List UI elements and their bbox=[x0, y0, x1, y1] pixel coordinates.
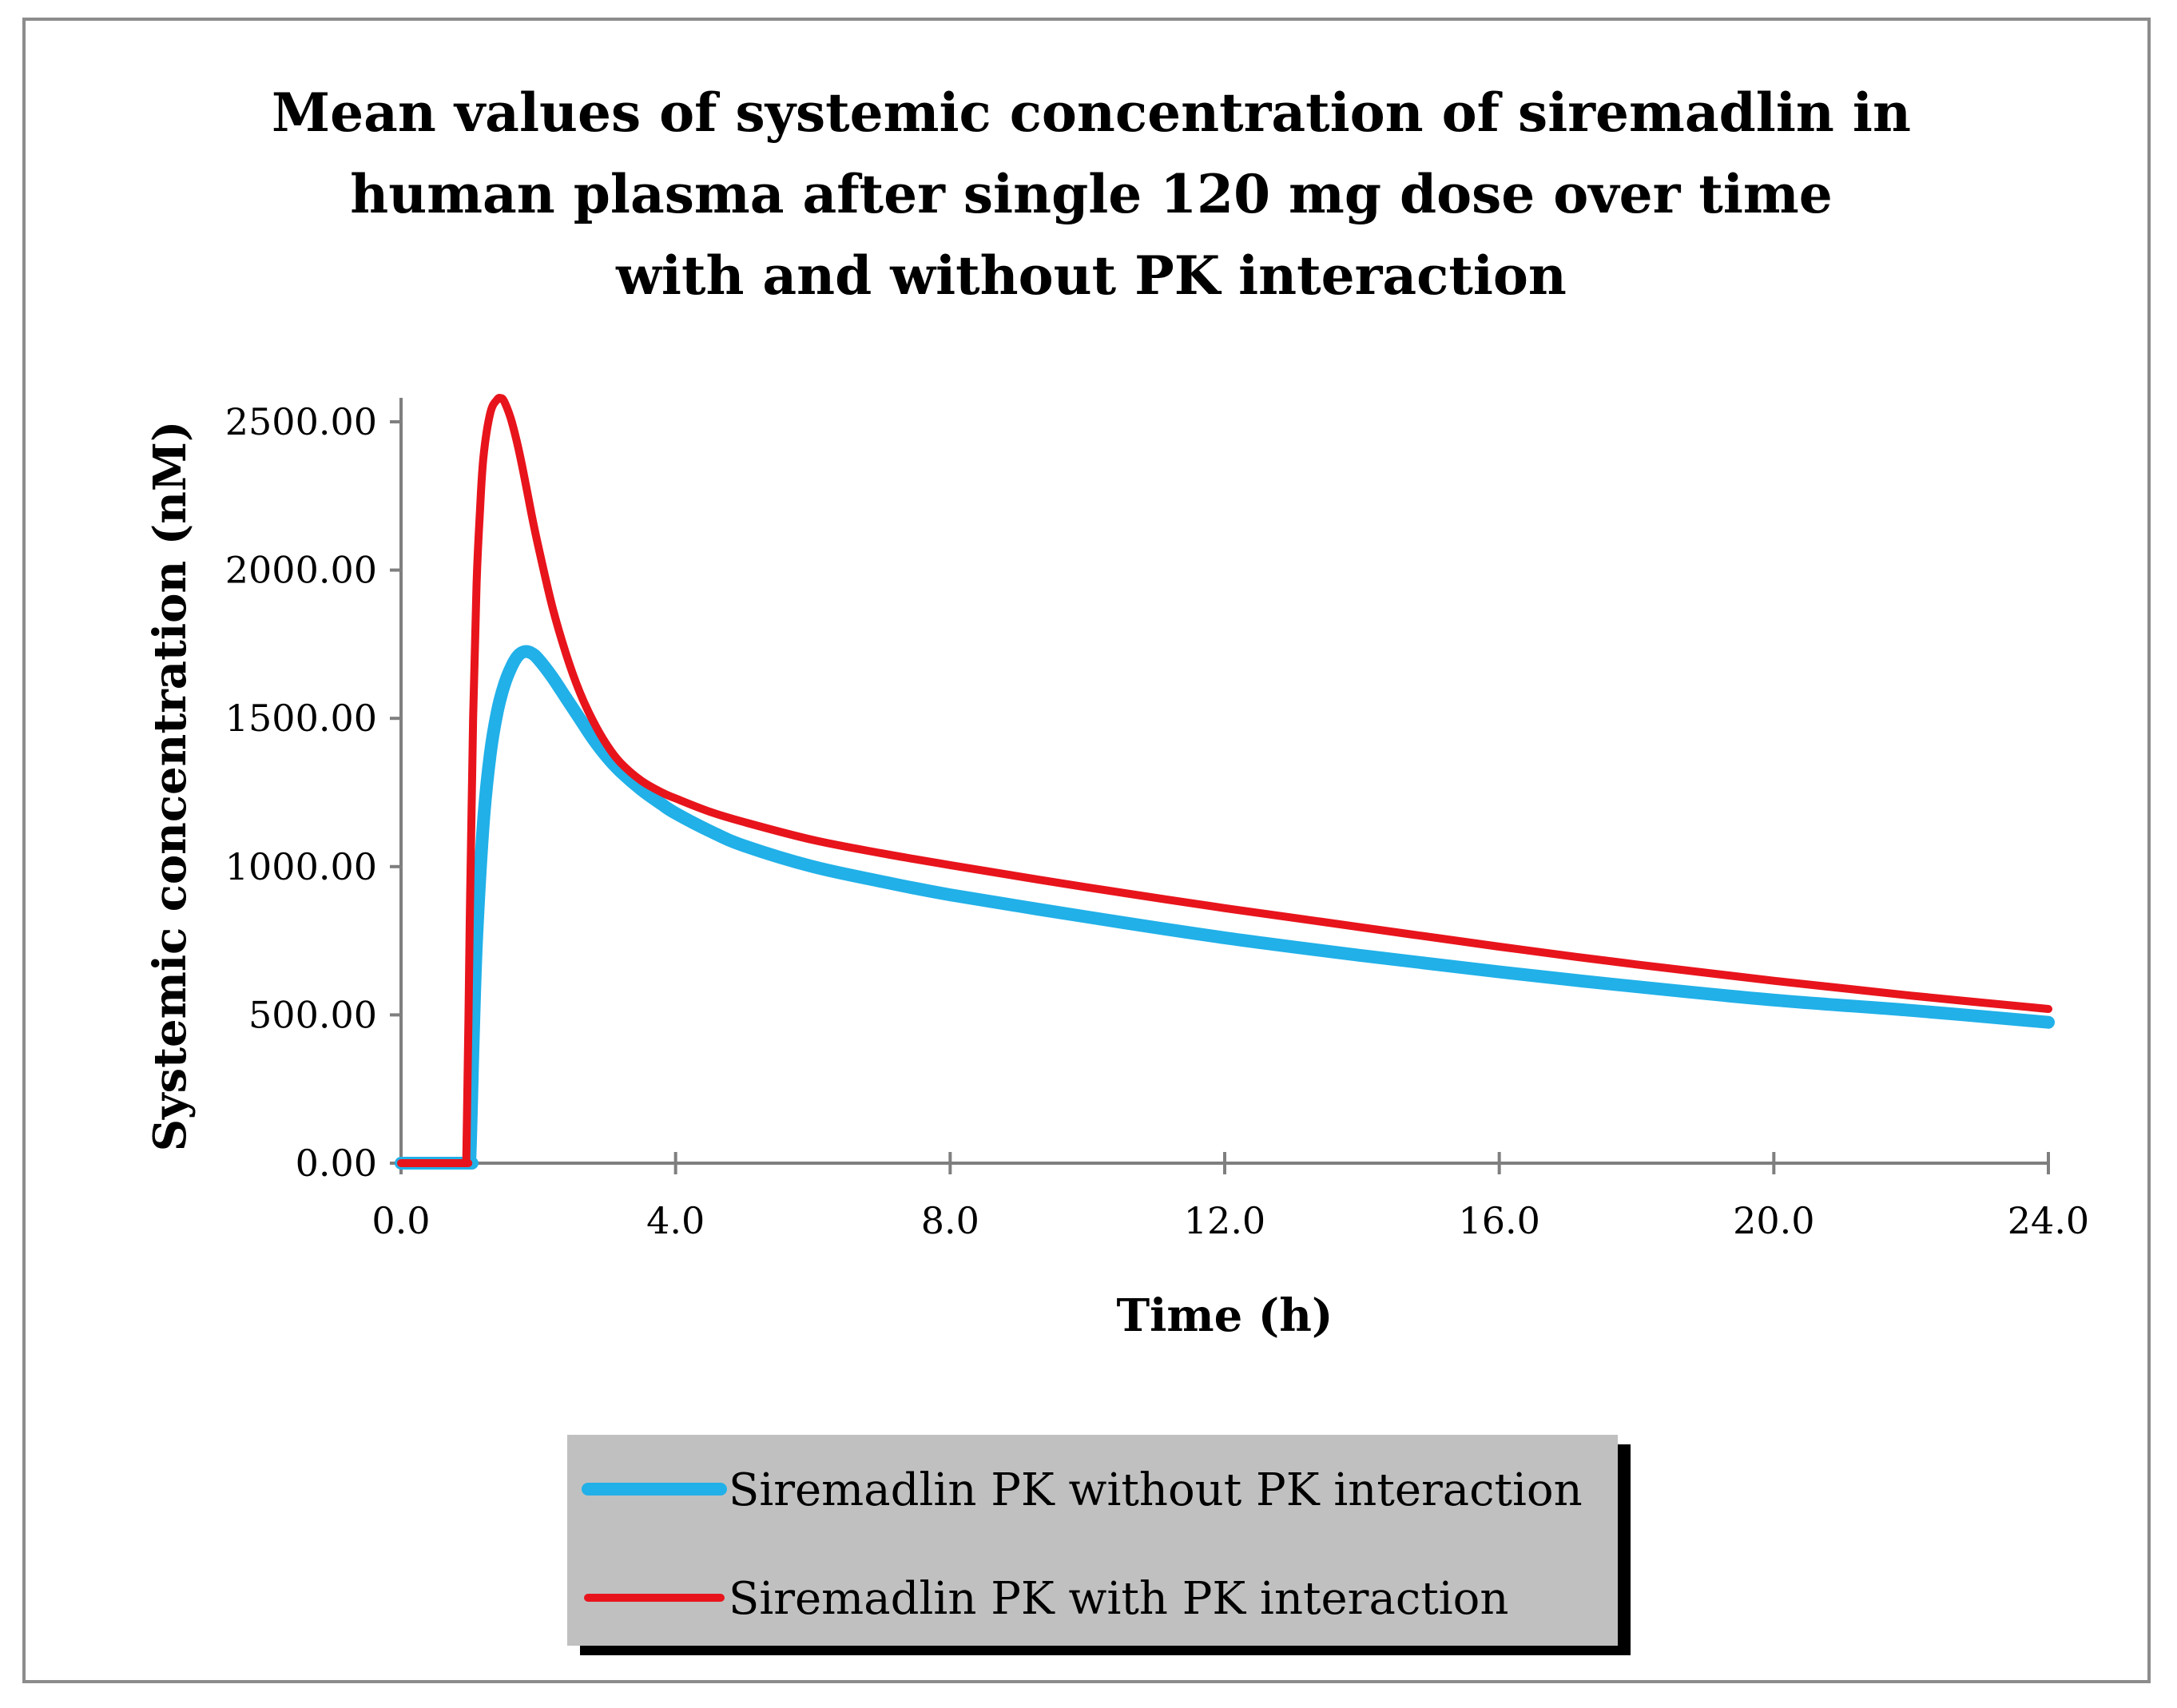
legend-box bbox=[567, 1435, 1618, 1646]
x-ticks: 0.0 4.0 8.0 12.0 16.0 20.0 24.0 bbox=[371, 1152, 2089, 1242]
x-tick-label: 20.0 bbox=[1733, 1199, 1814, 1242]
y-tick-label: 2500.00 bbox=[225, 400, 377, 443]
chart-svg: Mean values of systemic concentration of… bbox=[144, 81, 2089, 1655]
y-ticks: 0.00 500.00 1000.00 1500.00 2000.00 2500.00 bbox=[225, 400, 401, 1185]
x-axis-title: Time (h) bbox=[1116, 1289, 1333, 1342]
legend: Siremadlin PK without PK interaction Sir… bbox=[567, 1435, 1631, 1655]
x-tick-label: 8.0 bbox=[921, 1199, 979, 1242]
chart-title-line-1: Mean values of systemic concentration of… bbox=[272, 81, 1911, 144]
y-tick-label: 1500.00 bbox=[225, 697, 377, 740]
chart-title-line-3: with and without PK interaction bbox=[615, 244, 1567, 307]
plot-area: 0.0 4.0 8.0 12.0 16.0 20.0 24.0 0.00 500.00 1000… bbox=[225, 393, 2089, 1242]
legend-label-without: Siremadlin PK without PK interaction bbox=[729, 1464, 1583, 1516]
x-tick-label: 16.0 bbox=[1458, 1199, 1539, 1242]
y-tick-label: 0.00 bbox=[296, 1142, 377, 1185]
series-lines bbox=[395, 393, 2055, 1170]
y-tick-label: 500.00 bbox=[248, 993, 377, 1036]
x-tick-label: 0.0 bbox=[371, 1199, 430, 1242]
series-line-with-pk-interaction bbox=[397, 393, 2052, 1168]
series-line-without-pk-interaction bbox=[395, 645, 2055, 1170]
x-tick-label: 24.0 bbox=[2008, 1199, 2089, 1242]
x-tick-label: 12.0 bbox=[1184, 1199, 1265, 1242]
legend-label-with: Siremadlin PK with PK interaction bbox=[729, 1573, 1508, 1625]
chart-title: Mean values of systemic concentration of… bbox=[272, 81, 1911, 307]
chart-title-line-2: human plasma after single 120 mg dose ov… bbox=[350, 163, 1833, 225]
y-axis-title: Systemic concentration (nM) bbox=[144, 421, 197, 1152]
y-tick-label: 2000.00 bbox=[225, 549, 377, 592]
chart-frame: Mean values of systemic concentration of… bbox=[22, 18, 2151, 1683]
x-tick-label: 4.0 bbox=[646, 1199, 705, 1242]
y-tick-label: 1000.00 bbox=[225, 845, 377, 888]
